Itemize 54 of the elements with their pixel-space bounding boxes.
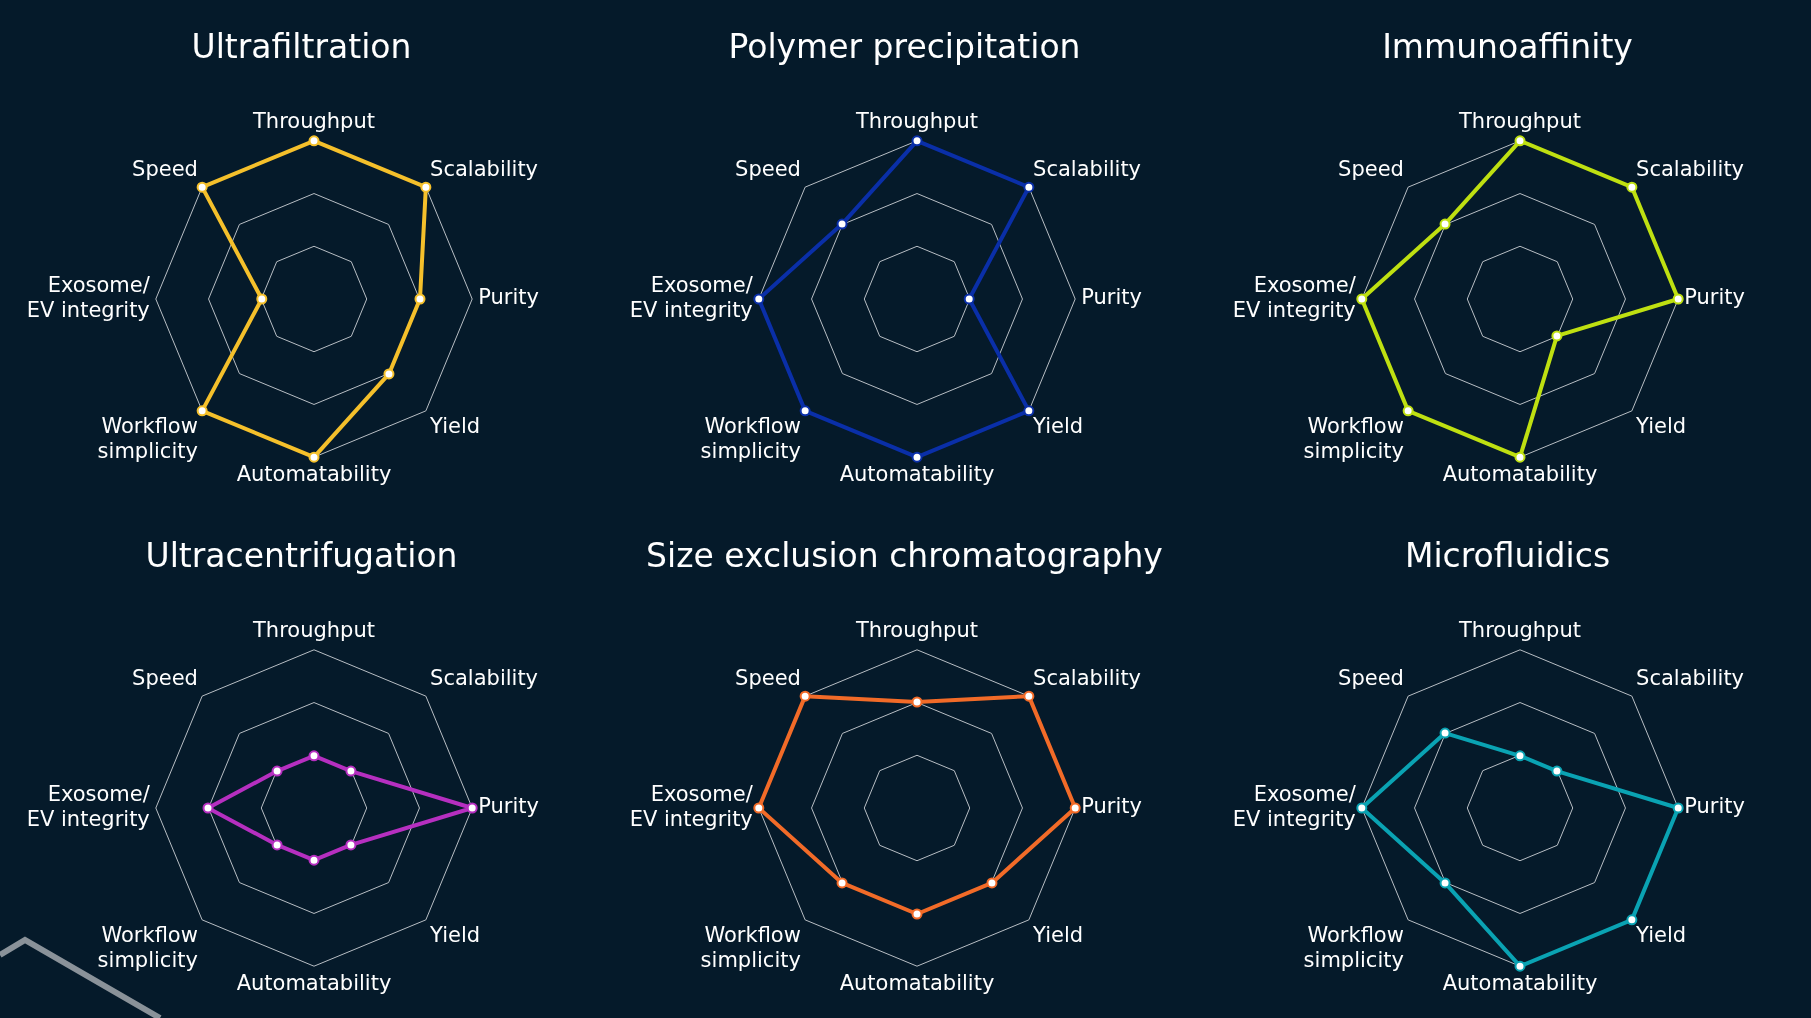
spoke-label: Speed [132, 665, 198, 690]
chart-title: Immunoaffinity [1382, 27, 1633, 67]
chart-title: Polymer precipitation [728, 27, 1081, 67]
chart-title: Microfluidics [1404, 536, 1611, 576]
spoke-label: Speed [1338, 665, 1404, 690]
spoke-label: Automatability [1442, 971, 1598, 996]
spoke-label: Speed [735, 156, 801, 181]
spoke-label: Throughput [1458, 617, 1581, 642]
spoke-label: Throughput [1458, 108, 1581, 133]
spoke-label: Yield [1032, 414, 1084, 439]
spoke-label: Throughput [252, 617, 375, 642]
spoke-label: Purity [478, 285, 539, 310]
spoke-label: Speed [735, 665, 801, 690]
spoke-label: Yield [1032, 923, 1084, 948]
spoke-label: Scalability [430, 156, 539, 181]
spoke-label: Yield [429, 414, 481, 439]
spoke-label: Exosome/ EV integrity [26, 781, 151, 832]
spoke-label: Automatability [839, 462, 995, 487]
spoke-label: Purity [1684, 285, 1745, 310]
spoke-label: Automatability [839, 971, 995, 996]
spoke-label: Exosome/ EV integrity [1232, 272, 1357, 323]
spoke-label: Purity [1081, 794, 1142, 819]
spoke-label: Workflow simplicity [700, 923, 801, 973]
spoke-label: Yield [1635, 923, 1687, 948]
spoke-label: Throughput [855, 108, 978, 133]
spoke-label: Scalability [1033, 156, 1142, 181]
spoke-label: Throughput [855, 617, 978, 642]
spoke-label: Workflow simplicity [1303, 414, 1404, 464]
spoke-label: Purity [1684, 794, 1745, 819]
spoke-label: Automatability [1442, 462, 1598, 487]
spoke-label: Throughput [252, 108, 375, 133]
spoke-label: Exosome/ EV integrity [1232, 781, 1357, 832]
spoke-label: Yield [429, 923, 481, 948]
spoke-label: Automatability [236, 462, 392, 487]
spoke-label: Workflow simplicity [97, 923, 198, 973]
spoke-label: Workflow simplicity [1303, 923, 1404, 973]
spoke-label: Scalability [1033, 665, 1142, 690]
chart-title: Size exclusion chromatography [646, 536, 1163, 576]
spoke-label: Purity [1081, 285, 1142, 310]
spoke-label: Exosome/ EV integrity [629, 781, 754, 832]
chart-title: Ultracentrifugation [145, 536, 458, 576]
spoke-label: Yield [1635, 414, 1687, 439]
chart-title: Ultrafiltration [191, 27, 412, 67]
spoke-label: Speed [132, 156, 198, 181]
spoke-label: Scalability [1636, 156, 1745, 181]
spoke-label: Workflow simplicity [700, 414, 801, 464]
spoke-label: Automatability [236, 971, 392, 996]
spoke-label: Speed [1338, 156, 1404, 181]
spoke-label: Exosome/ EV integrity [629, 272, 754, 323]
spoke-label: Exosome/ EV integrity [26, 272, 151, 323]
spoke-label: Purity [478, 794, 539, 819]
spoke-label: Scalability [430, 665, 539, 690]
spoke-label: Scalability [1636, 665, 1745, 690]
spoke-label: Workflow simplicity [97, 414, 198, 464]
